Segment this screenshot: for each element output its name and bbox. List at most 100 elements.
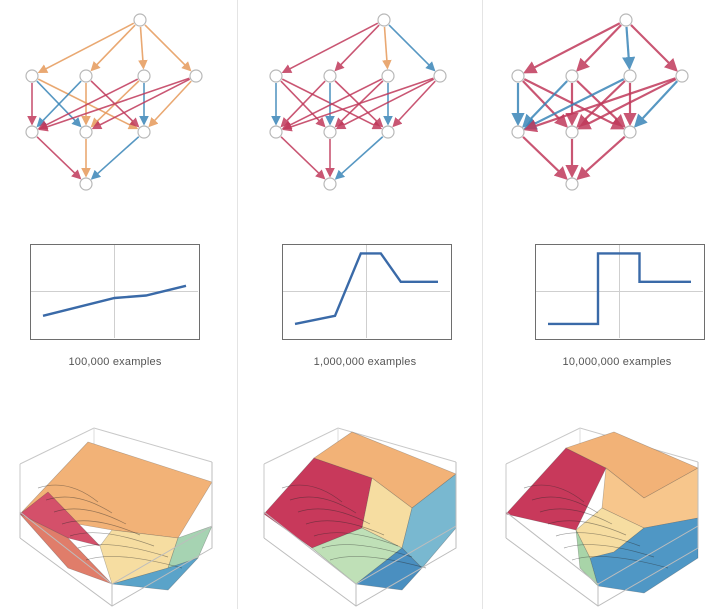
network-node (381, 69, 395, 83)
plot-line (548, 252, 691, 326)
surface-contour (531, 496, 599, 514)
surface-plot-2 (252, 418, 474, 608)
network-node (269, 69, 283, 83)
network-node (565, 125, 579, 139)
network-edge (36, 80, 82, 128)
surface-contour (555, 532, 641, 547)
surface-contour (37, 484, 99, 503)
network-node (433, 69, 447, 83)
network-node (137, 69, 151, 83)
network-edge (138, 26, 148, 70)
network-edge (90, 24, 136, 72)
network-node (377, 13, 391, 27)
network-node (133, 13, 147, 27)
network-node (25, 69, 39, 83)
network-edge (282, 77, 434, 132)
network-edge (630, 24, 678, 72)
plot-line (42, 284, 187, 317)
surface-contour (321, 544, 413, 558)
surface-contour (85, 556, 183, 569)
network-node (189, 69, 203, 83)
network-edge (281, 22, 379, 74)
surface-contour (281, 484, 343, 503)
network-edge (144, 24, 192, 72)
network-node (137, 125, 151, 139)
network-edge (622, 26, 636, 71)
network-node (511, 125, 525, 139)
surface-contour (77, 544, 169, 558)
surface-box-edge (505, 526, 699, 607)
surface-contour (539, 508, 613, 525)
surface-box-edge (263, 462, 457, 585)
plot-line (294, 252, 438, 326)
surface-contour (305, 520, 385, 536)
network-edge (388, 24, 436, 72)
caption-2: 1,000,000 examples (313, 356, 417, 368)
network-edge (38, 77, 190, 132)
network-edge (633, 80, 679, 128)
network-node (565, 69, 579, 83)
network-edge (334, 136, 384, 180)
surface-box-edge (263, 526, 457, 607)
network-node (381, 125, 395, 139)
network-edge (576, 24, 622, 72)
network-edge (577, 78, 677, 130)
surface-box-edge (19, 526, 213, 607)
network-node (269, 125, 283, 139)
network-node (323, 125, 337, 139)
network-diagram-3 (500, 8, 710, 198)
network-edge (335, 78, 435, 130)
network-edge (522, 136, 568, 180)
network-edge (576, 135, 626, 181)
surface-patch (111, 557, 199, 591)
caption-1: 100,000 examples (68, 356, 162, 368)
surface-contour (69, 532, 155, 547)
network-node (511, 69, 525, 83)
network-edge (281, 78, 383, 130)
function-plot-3 (535, 244, 705, 340)
network-edge (523, 77, 676, 133)
function-plot-2 (282, 244, 452, 340)
surface-contour (53, 508, 127, 525)
network-node (79, 177, 93, 191)
surface-contour (563, 544, 655, 558)
network-node (675, 69, 689, 83)
surface-plot-1 (8, 418, 230, 608)
surface-contour (45, 496, 113, 514)
surface-contour (523, 484, 585, 503)
network-node (323, 177, 337, 191)
surface-contour (313, 532, 399, 547)
network-node (79, 69, 93, 83)
network-edge (523, 78, 625, 130)
network-edge (334, 24, 380, 72)
network-edge (392, 80, 436, 128)
network-diagram-1 (14, 8, 224, 198)
network-node (79, 125, 93, 139)
network-edge (382, 26, 392, 70)
network-edge (148, 80, 192, 128)
surface-contour (61, 520, 141, 536)
surface-contour (289, 496, 357, 514)
network-node (619, 13, 633, 27)
network-node (623, 69, 637, 83)
surface-box-edge (19, 462, 213, 585)
network-node (565, 177, 579, 191)
surface-contour (547, 520, 627, 536)
network-edge (523, 22, 621, 74)
network-edge (37, 78, 139, 130)
network-edge (91, 78, 191, 130)
surface-contour (571, 556, 669, 569)
network-edge (280, 136, 326, 180)
network-node (323, 69, 337, 83)
surface-box-edge (505, 462, 699, 585)
column-divider-1 (237, 0, 238, 609)
network-edge (280, 80, 326, 128)
caption-3: 10,000,000 examples (562, 356, 672, 368)
network-node (25, 125, 39, 139)
network-edge (37, 22, 135, 74)
surface-plot-3 (494, 418, 714, 608)
network-edge (90, 136, 140, 180)
column-divider-2 (482, 0, 483, 609)
function-plot-1 (30, 244, 200, 340)
surface-contour (297, 508, 371, 525)
